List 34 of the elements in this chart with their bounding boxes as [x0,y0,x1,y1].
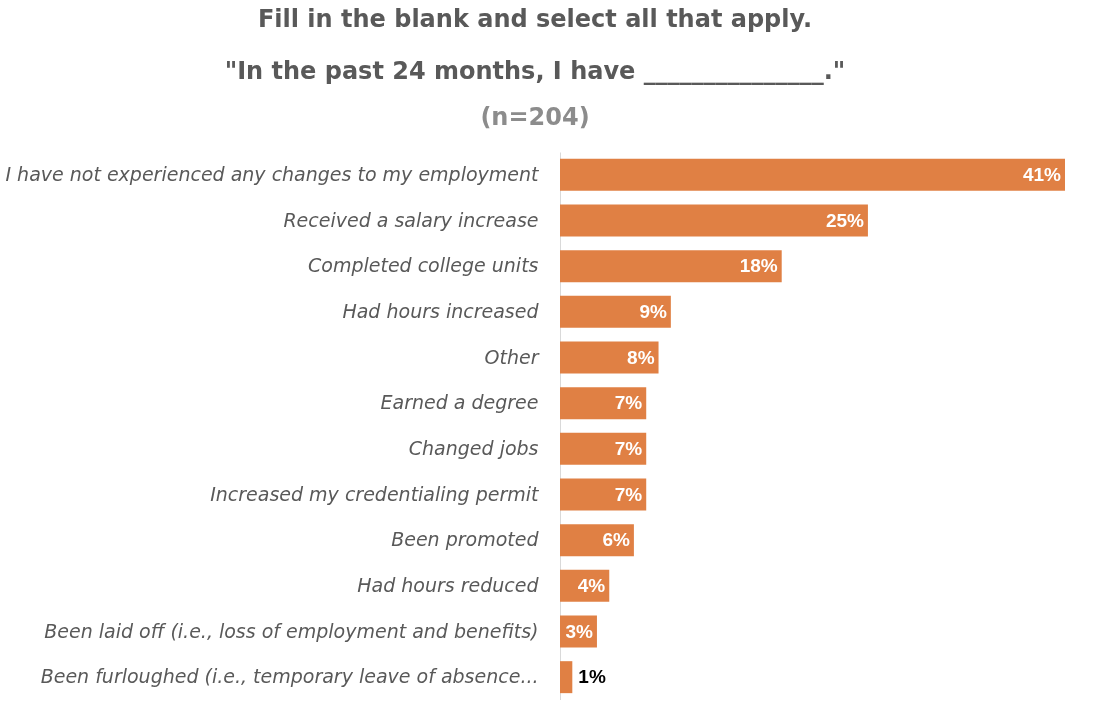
data-label: 4% [577,574,606,596]
y-tick-label: Other [484,345,540,368]
data-label: 1% [578,666,606,688]
data-label: 7% [614,437,643,459]
bar [560,204,868,237]
data-label: 6% [602,529,630,551]
y-tick-label: Been promoted [391,528,540,551]
data-label: 41% [1022,163,1062,185]
data-label: 7% [614,483,643,505]
y-tick-label: Been furloughed (i.e., temporary leave of absence... [40,665,539,688]
chart-subtitle: (n=204) [480,103,590,131]
data-label: 18% [739,255,778,277]
data-label: 7% [614,392,643,414]
data-label: 8% [627,346,655,368]
bar [560,250,782,283]
bar [560,432,647,465]
bar [560,661,573,694]
chart-title: Fill in the blank and select all that apply. "In the past 24 months, I have _______________." [224,5,846,85]
y-tick-label: I have not experienced any changes to my employment [5,162,541,185]
y-tick-label: Had hours increased [342,299,540,322]
y-tick-label: Been laid off (i.e., loss of employment and benefits) [44,619,539,642]
bar [560,295,671,328]
data-label: 9% [639,300,667,322]
bar [560,524,634,557]
data-label: 25% [825,209,865,231]
bar [560,387,647,420]
y-tick-label: Completed college units [308,254,539,277]
data-label: 3% [565,620,594,642]
y-tick-label: Had hours reduced [357,573,540,596]
bar [560,158,1065,191]
y-tick-label: Increased my credentialing permit [210,482,541,505]
y-tick-label: Received a salary increase [283,208,539,231]
y-tick-label: Earned a degree [380,391,539,414]
y-tick-label: Changed jobs [408,436,539,459]
